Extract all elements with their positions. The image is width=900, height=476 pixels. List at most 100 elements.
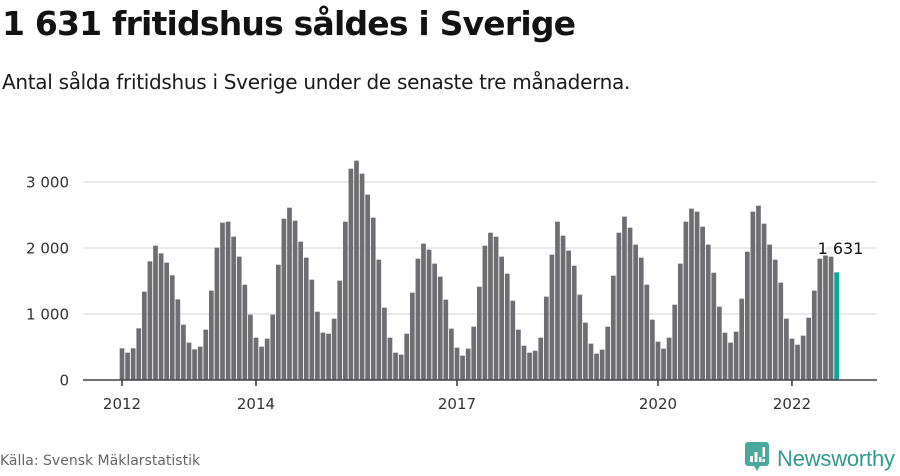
- bar: [153, 245, 158, 380]
- bar: [566, 250, 571, 380]
- bar: [303, 257, 309, 380]
- bar: [342, 221, 348, 380]
- bar: [549, 254, 555, 380]
- bar: [141, 291, 147, 380]
- bar: [253, 337, 259, 380]
- bar: [767, 244, 772, 380]
- x-tick-label: 2017: [438, 395, 476, 413]
- bar: [744, 251, 750, 380]
- bar: [577, 294, 583, 380]
- y-tick-label: 2 000: [26, 240, 69, 258]
- bar: [694, 211, 700, 380]
- y-tick-label: 0: [59, 372, 69, 390]
- bar: [203, 329, 209, 380]
- bar: [264, 338, 270, 380]
- bar: [186, 342, 192, 380]
- bar: [761, 223, 767, 380]
- bar: [571, 265, 577, 380]
- bar: [594, 353, 599, 380]
- bar: [772, 259, 778, 380]
- bar: [666, 337, 672, 380]
- bar: [705, 244, 711, 380]
- bar: [409, 292, 415, 380]
- bar: [677, 263, 683, 380]
- bar: [499, 256, 504, 380]
- bar: [555, 221, 560, 380]
- bar: [633, 244, 638, 380]
- bar: [309, 279, 315, 380]
- bar: [387, 337, 393, 380]
- bar: [672, 304, 678, 380]
- bar: [610, 275, 616, 380]
- bar: [521, 345, 527, 380]
- bar: [683, 221, 689, 380]
- bar: [800, 335, 806, 380]
- bar: [404, 333, 410, 380]
- bar: [538, 337, 544, 380]
- bar: [119, 348, 125, 380]
- bar: [616, 232, 622, 380]
- brand-logo[interactable]: Newsworthy: [745, 442, 895, 476]
- y-tick-label: 1 000: [26, 306, 69, 324]
- bar: [532, 350, 538, 380]
- bar: [638, 257, 644, 380]
- y-tick-label: 3 000: [26, 174, 69, 192]
- bar: [655, 341, 661, 380]
- bar: [460, 355, 465, 380]
- bar: [622, 216, 627, 380]
- bar: [543, 296, 549, 380]
- bar: [471, 326, 477, 380]
- bar: [320, 332, 326, 380]
- bar: [465, 348, 471, 380]
- bar: [650, 319, 655, 380]
- bar: [516, 329, 521, 380]
- bar: [811, 290, 817, 380]
- bar: [733, 331, 739, 380]
- bar: [795, 344, 800, 380]
- bar: [326, 333, 331, 380]
- bar: [482, 245, 488, 380]
- bar: [359, 173, 365, 380]
- bar: [164, 262, 170, 380]
- bar: [147, 261, 153, 380]
- bar: [717, 306, 722, 380]
- bar: [449, 328, 454, 380]
- bar: [287, 207, 292, 380]
- bar: [689, 208, 694, 380]
- bar: [583, 322, 588, 380]
- bar: [739, 298, 745, 380]
- source-note: Källa: Svensk Mäklarstatistik: [0, 453, 201, 469]
- bar: [488, 232, 493, 380]
- bar: [454, 347, 460, 380]
- bar: [661, 348, 666, 380]
- bar: [192, 349, 197, 380]
- bar: [493, 236, 499, 380]
- bar: [259, 346, 264, 380]
- bar: [130, 348, 136, 380]
- bar: [214, 247, 220, 380]
- bar: [421, 243, 426, 380]
- bar: [426, 249, 432, 380]
- bar-series: [119, 160, 839, 380]
- bar: [208, 290, 214, 380]
- page-subtitle: Antal sålda fritidshus i Sverige under d…: [2, 70, 631, 94]
- bar: [750, 211, 756, 380]
- bar: [823, 253, 828, 380]
- x-tick-label: 2014: [237, 395, 275, 413]
- y-axis: 0 1 000 2 000 3 000: [26, 174, 69, 390]
- bar: [806, 317, 812, 380]
- x-axis: 2012 2014 2017 2020 2022: [83, 379, 877, 413]
- bar-chart-speech-bubble-icon: [745, 442, 769, 476]
- bar: [298, 241, 304, 380]
- brand-name: Newsworthy: [777, 446, 895, 471]
- bar: [275, 264, 281, 380]
- x-tick-label: 2012: [103, 395, 141, 413]
- bar: [599, 349, 605, 380]
- bar: [398, 354, 404, 380]
- bar: [242, 284, 248, 380]
- bar: [728, 342, 733, 380]
- bar: [376, 259, 382, 380]
- bar: [504, 273, 510, 380]
- bar: [365, 194, 370, 380]
- bar: [644, 284, 650, 380]
